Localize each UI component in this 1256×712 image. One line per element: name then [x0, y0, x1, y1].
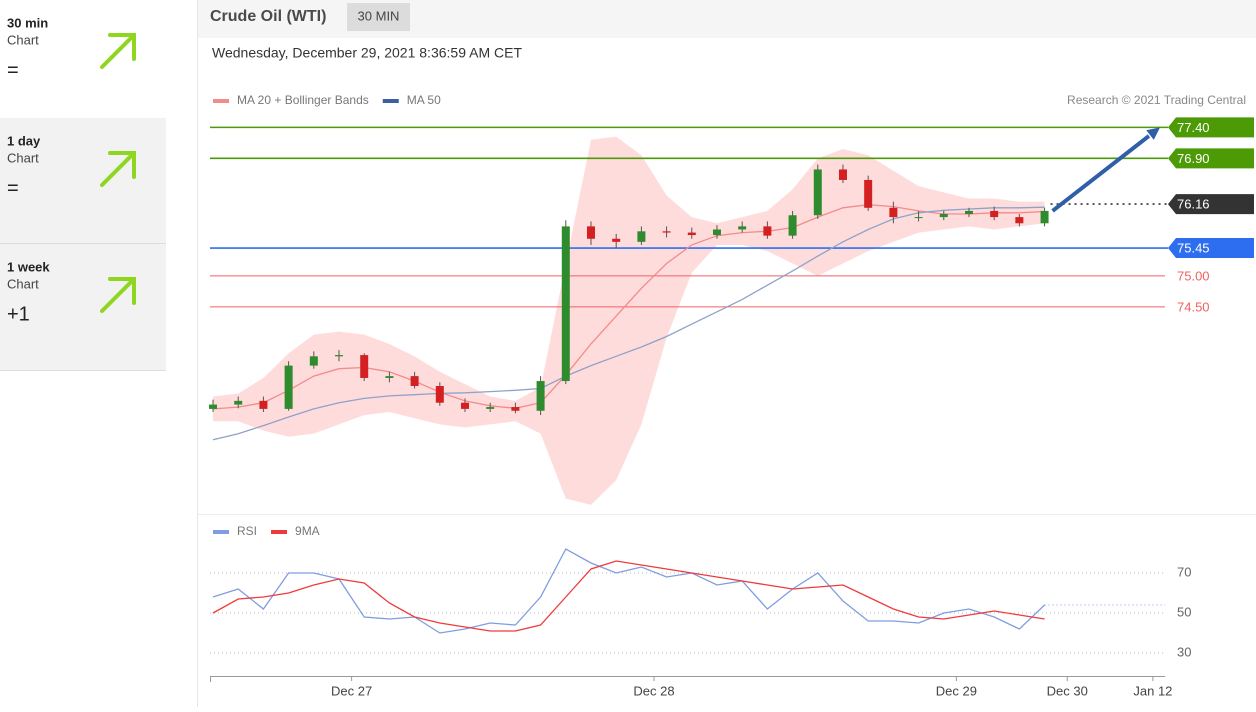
x-axis — [210, 676, 1165, 682]
moving-average-line — [212, 206, 1045, 441]
price-level-box — [1168, 117, 1254, 138]
candle-body — [309, 356, 318, 366]
card-period[interactable]: 1 week — [7, 259, 50, 274]
card-label: Chart — [7, 150, 39, 165]
candle-body — [687, 232, 696, 236]
card-label: Chart — [7, 32, 39, 47]
candle-body — [360, 355, 369, 378]
credit: Research © 2021 Trading Central — [1067, 93, 1246, 107]
legend-label: MA 50 — [407, 93, 441, 107]
candle-body — [939, 214, 948, 218]
target-arrowhead — [1146, 127, 1160, 140]
candle-body — [561, 226, 570, 382]
price-level-box — [1168, 238, 1254, 259]
rsi-line — [212, 560, 1045, 632]
candle-body — [435, 386, 444, 403]
candle-body — [335, 355, 344, 357]
candle-body — [914, 217, 923, 219]
price-level-box — [1168, 148, 1254, 169]
legend-swatch — [213, 99, 229, 103]
card-bg — [0, 118, 166, 243]
instrument-title: Crude Oil (WTI) — [210, 8, 326, 25]
moving-average-line — [212, 204, 1045, 410]
candle-body — [1040, 210, 1049, 224]
candle-body — [864, 179, 873, 208]
x-tick-label: Dec 27 — [331, 683, 372, 698]
card-period[interactable]: 30 min — [7, 15, 48, 30]
candle-body — [712, 229, 721, 236]
candle-body — [536, 381, 545, 411]
target-arrow — [1051, 134, 1151, 213]
x-tick-label: Jan 12 — [1133, 683, 1172, 698]
legend-label: MA 20 + Bollinger Bands — [237, 93, 369, 107]
candle-body — [410, 376, 419, 387]
candle-body — [486, 407, 495, 409]
trend-arrow-icon — [100, 277, 136, 313]
candle-body — [1015, 217, 1024, 224]
rsi-line — [212, 548, 1046, 634]
y-tick-label: 70 — [1177, 564, 1191, 579]
candle-body — [889, 207, 898, 218]
candle-body — [259, 400, 268, 409]
card-signal: = — [7, 177, 19, 199]
candle-body — [586, 226, 595, 239]
card-period[interactable]: 1 day — [7, 133, 41, 148]
bollinger-band — [213, 136, 1045, 505]
card-label: Chart — [7, 276, 39, 291]
timestamp: Wednesday, December 29, 2021 8:36:59 AM … — [212, 45, 522, 61]
candle-body — [763, 226, 772, 236]
timeframe-label[interactable]: 30 MIN — [358, 8, 400, 23]
legend-label: RSI — [237, 524, 257, 538]
y-tick-label: 30 — [1177, 644, 1191, 659]
candle-body — [234, 400, 243, 405]
card-signal: = — [7, 59, 19, 81]
candle-body — [662, 231, 671, 233]
candle-body — [284, 365, 293, 409]
trend-arrow-icon — [100, 151, 136, 187]
legend-swatch — [271, 530, 288, 534]
legend-swatch — [213, 530, 229, 534]
candle-body — [637, 231, 646, 242]
legend-swatch — [382, 99, 399, 103]
price-level-box — [1168, 194, 1254, 215]
candle-body — [511, 407, 520, 411]
candle-body — [788, 215, 797, 236]
price-level-label: 77.40 — [1177, 120, 1210, 135]
price-level-label: 75.45 — [1177, 240, 1210, 255]
price-level-label: 74.50 — [1177, 299, 1210, 314]
candle-body — [813, 169, 822, 216]
trend-arrow-icon — [100, 33, 136, 69]
card-signal: +1 — [7, 303, 30, 325]
candle-body — [385, 376, 394, 378]
x-tick-label: Dec 29 — [936, 683, 977, 698]
y-tick-label: 50 — [1177, 604, 1191, 619]
card-bg — [0, 244, 166, 370]
candle-body — [838, 169, 847, 180]
candle-body — [612, 238, 621, 242]
price-level-label: 76.16 — [1177, 197, 1210, 212]
candle-body — [990, 210, 999, 218]
timeframe-button[interactable] — [347, 3, 410, 31]
legend-label: 9MA — [295, 524, 320, 538]
candle-body — [209, 404, 218, 409]
x-tick-label: Dec 30 — [1047, 683, 1088, 698]
price-level-label: 76.90 — [1177, 151, 1210, 166]
price-level-label: 75.00 — [1177, 268, 1210, 283]
x-tick-label: Dec 28 — [633, 683, 674, 698]
candle-body — [738, 226, 747, 230]
candle-body — [461, 402, 470, 409]
candle-body — [964, 210, 973, 214]
